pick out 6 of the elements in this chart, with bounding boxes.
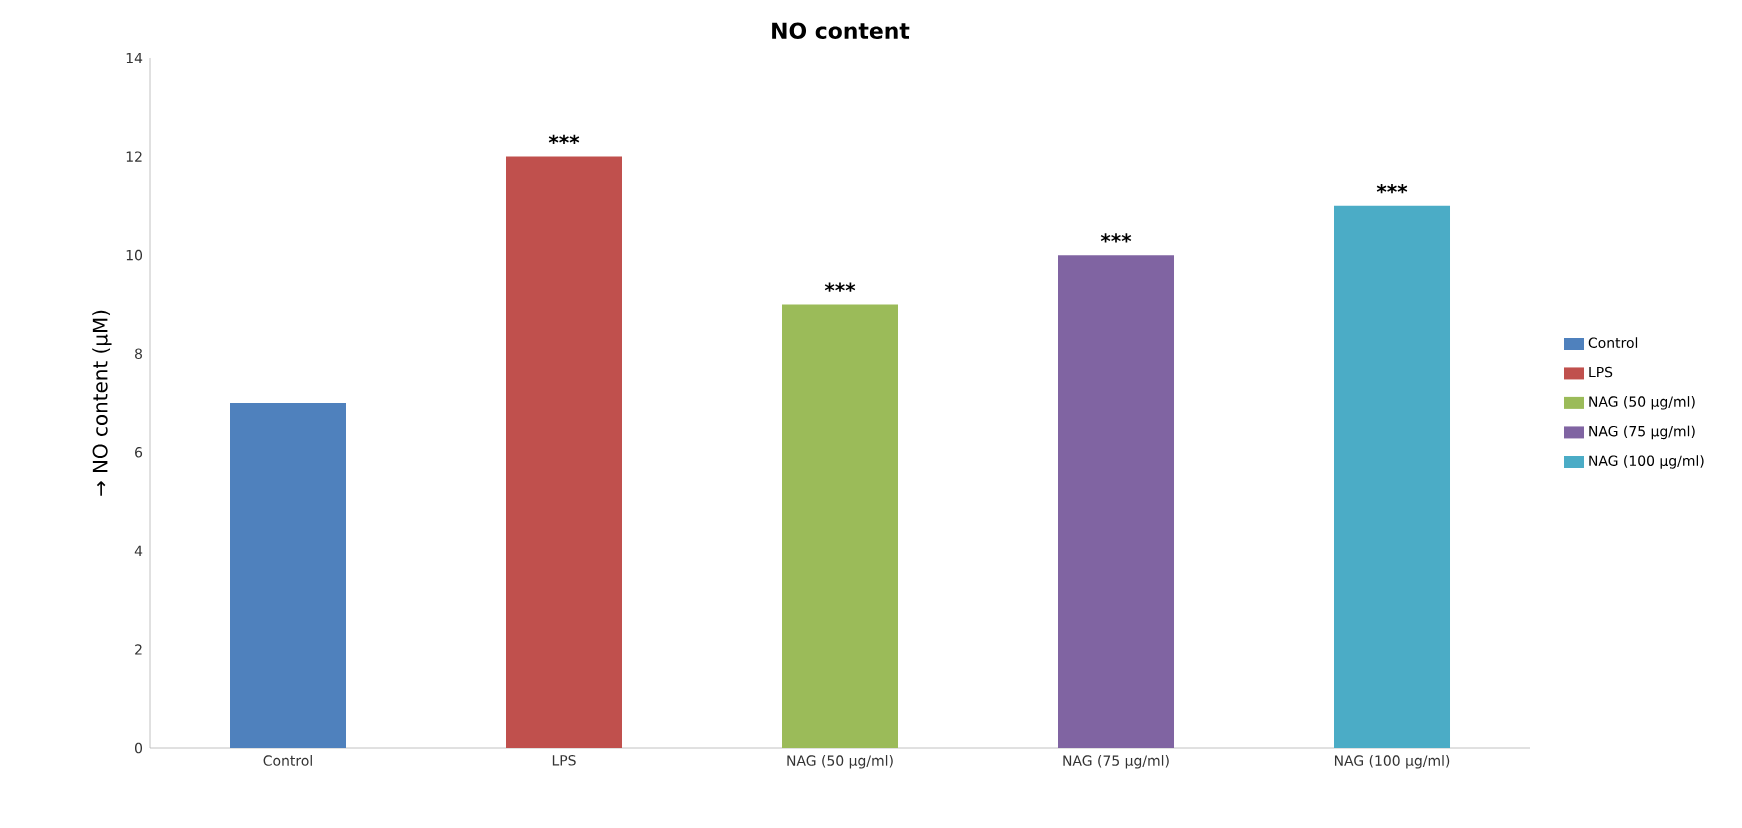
chart-title: NO content bbox=[772, 22, 910, 39]
y-axis-title: → NO content (µM) bbox=[92, 310, 112, 496]
annotation: *** bbox=[548, 134, 580, 144]
annotation: *** bbox=[824, 282, 856, 292]
annotation: *** bbox=[1100, 233, 1132, 243]
annotation: *** bbox=[1376, 184, 1408, 194]
